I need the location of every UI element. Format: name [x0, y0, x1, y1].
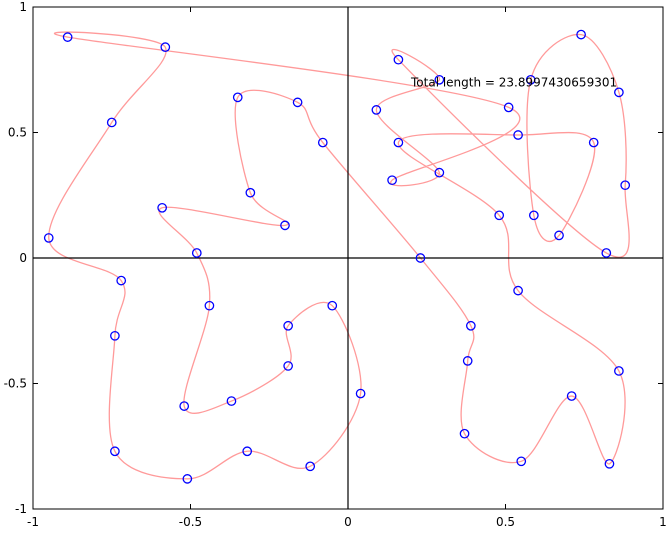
x-tick-label: 0 — [344, 515, 352, 529]
data-point — [160, 42, 171, 53]
x-tick-label: -0.5 — [179, 515, 202, 529]
data-point — [182, 474, 193, 484]
data-point — [110, 330, 120, 341]
data-point — [525, 74, 536, 85]
total-length-annotation: Total length = 23.8997430659301 — [410, 75, 617, 89]
data-point — [513, 130, 523, 140]
data-point — [513, 285, 523, 296]
data-point — [434, 74, 445, 85]
data-point — [415, 253, 426, 263]
points-layer — [43, 29, 631, 484]
data-point — [232, 92, 243, 103]
data-point — [516, 456, 527, 467]
data-point — [588, 137, 599, 148]
data-point — [434, 167, 445, 178]
data-point — [110, 446, 120, 457]
y-tick-label: 1 — [19, 0, 27, 14]
data-point — [465, 320, 476, 331]
data-point — [317, 137, 328, 148]
data-point — [179, 401, 190, 411]
data-point — [620, 180, 631, 191]
data-point — [355, 388, 366, 399]
x-tick-label: -1 — [27, 515, 39, 529]
data-point — [327, 300, 338, 311]
data-point — [494, 210, 505, 221]
data-point — [604, 458, 615, 469]
y-tick-label: 0 — [19, 251, 27, 265]
data-point — [554, 230, 564, 241]
data-point — [116, 275, 127, 286]
data-point — [393, 137, 404, 148]
data-point — [614, 366, 624, 376]
curve-layer — [48, 31, 630, 480]
data-point — [459, 428, 470, 439]
data-point — [280, 220, 290, 231]
y-tick-label: -1 — [15, 502, 27, 516]
data-point — [601, 248, 612, 258]
data-point — [614, 87, 624, 98]
data-point — [503, 102, 514, 113]
data-point — [283, 320, 293, 331]
data-point — [393, 54, 404, 65]
data-point — [242, 446, 253, 457]
data-point — [292, 97, 303, 108]
ticks-layer: -1 -0.5 0 0.5 1 -1 -0.5 0 0.5 1 — [4, 0, 667, 529]
data-point — [462, 356, 473, 366]
data-point — [106, 117, 117, 128]
data-point — [245, 187, 256, 198]
data-point — [191, 248, 202, 258]
data-point — [528, 210, 539, 221]
data-point — [43, 233, 54, 243]
data-point — [226, 396, 237, 406]
data-point — [157, 202, 167, 213]
data-point — [387, 175, 397, 186]
data-point — [283, 361, 293, 371]
x-tick-label: 0.5 — [496, 515, 515, 529]
data-point — [204, 300, 215, 311]
data-point — [371, 105, 382, 115]
data-point — [305, 461, 316, 472]
data-point — [566, 391, 577, 401]
data-point — [576, 29, 586, 40]
data-point — [62, 32, 73, 42]
tour-curve — [48, 31, 630, 480]
y-tick-label: -0.5 — [4, 377, 27, 391]
x-tick-label: 1 — [659, 515, 667, 529]
y-tick-label: 0.5 — [8, 126, 27, 140]
